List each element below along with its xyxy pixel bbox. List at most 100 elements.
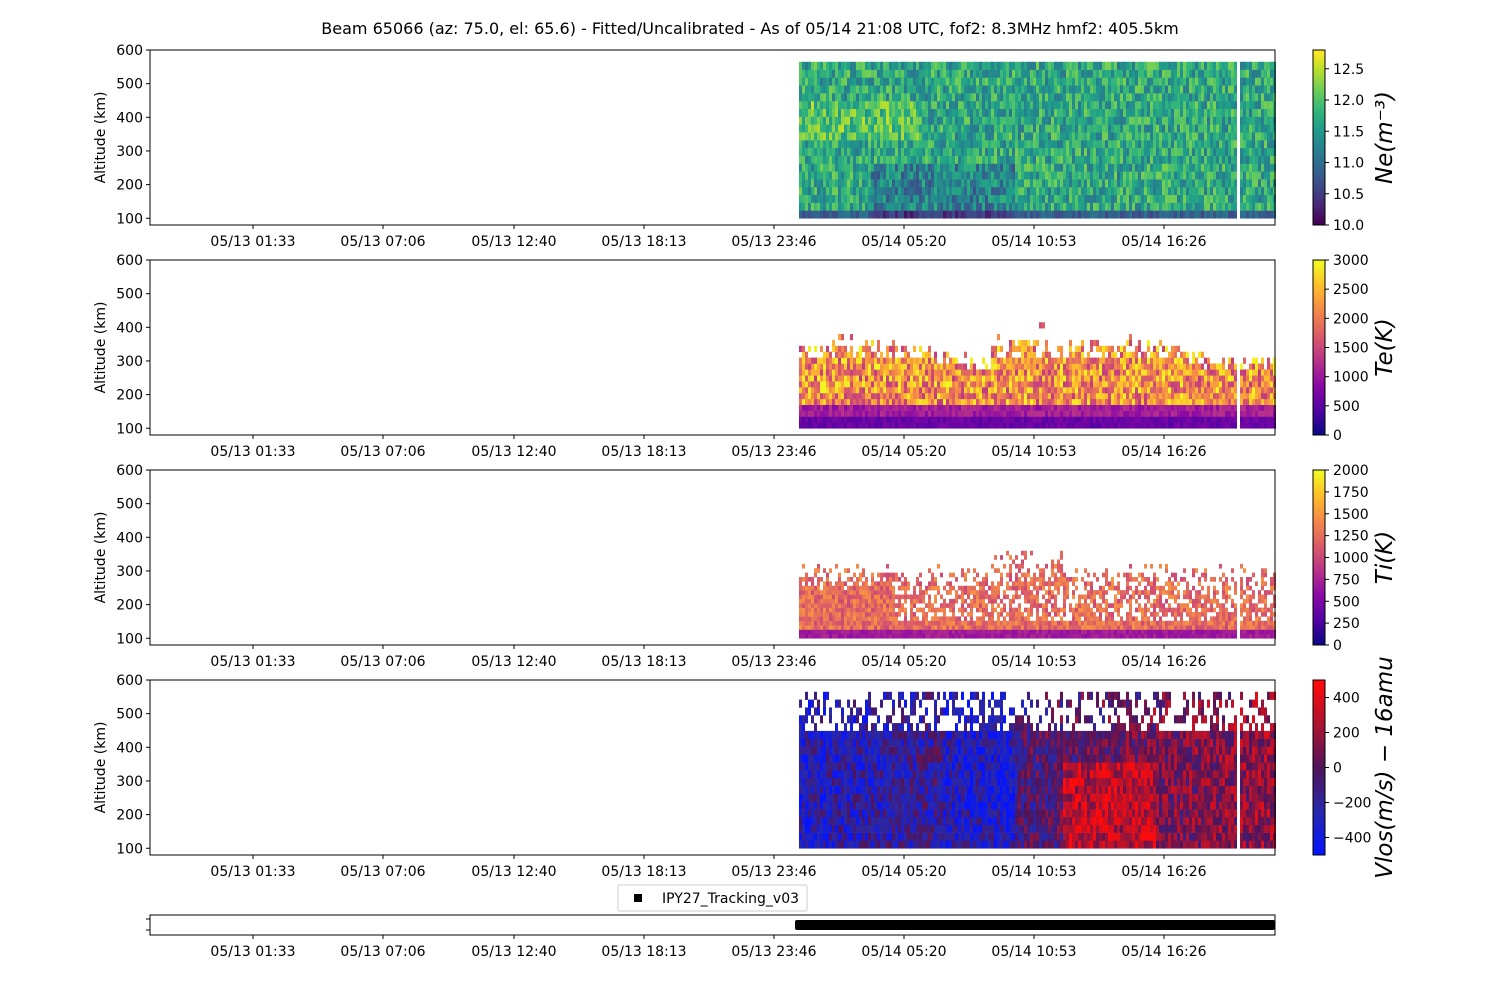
te-colorbar: 0 500 1000 1500 2000 2500 3000 Te(K): [1312, 253, 1398, 444]
ne-colorbar-tick-label: 12.5: [1333, 62, 1364, 78]
vlos-colorbar: −400 −200 0 200 400 Vlos(m/s) − 16amu: [1312, 656, 1398, 879]
ne-ytick-label: 400: [116, 110, 143, 126]
figure-title: Beam 65066 (az: 75.0, el: 65.6) - Fitted…: [321, 19, 1178, 38]
vlos-colorbar-tick-label: −200: [1333, 796, 1371, 812]
vlos-heatmap: [799, 691, 1276, 849]
ne-xtick-label: 05/13 23:46: [731, 234, 816, 250]
ne-ytick-label: 300: [116, 144, 143, 160]
ti-colorbar-tick-label: 1250: [1333, 529, 1369, 545]
ne-colorbar-tick-label: 10.0: [1333, 218, 1364, 234]
ne-ytick-label: 100: [116, 211, 143, 227]
te-colorbar-tick-label: 1500: [1333, 341, 1369, 357]
ti-colorbar-tick-label: 1000: [1333, 551, 1369, 567]
te-xtick-label: 05/13 01:33: [210, 444, 295, 460]
ne-xtick-label: 05/14 05:20: [861, 234, 946, 250]
ti-xtick-label: 05/13 07:06: [340, 654, 425, 670]
ti-colorbar-tick-label: 1500: [1333, 507, 1369, 523]
te-xtick-label: 05/13 23:46: [731, 444, 816, 460]
vlos-ytick-label: 600: [116, 673, 143, 689]
ne-ytick-label: 500: [116, 77, 143, 93]
vlos-colorbar-tick-label: 400: [1333, 691, 1360, 707]
ne-xtick-label: 05/13 18:13: [601, 234, 686, 250]
ti-xtick-label: 05/14 05:20: [861, 654, 946, 670]
mode-legend-swatch: [634, 894, 642, 902]
te-xtick-label: 05/13 18:13: [601, 444, 686, 460]
ne-colorbar-tick-label: 10.5: [1333, 187, 1364, 203]
te-ytick-label: 200: [116, 388, 143, 404]
vlos-ytick-label: 100: [116, 841, 143, 857]
ne-colorbar-tick-label: 12.0: [1333, 93, 1364, 109]
ne-heatmap: [799, 61, 1276, 219]
ne-ylabel: Altitude (km): [93, 92, 109, 184]
mode-xtick-label: 05/13 23:46: [731, 944, 816, 960]
vlos-ytick-label: 500: [116, 707, 143, 723]
ti-xtick-label: 05/13 18:13: [601, 654, 686, 670]
ti-colorbar-tick-label: 0: [1333, 638, 1342, 654]
mode-xtick-label: 05/13 01:33: [210, 944, 295, 960]
ti-xtick-label: 05/13 23:46: [731, 654, 816, 670]
ne-xtick-label: 05/13 07:06: [340, 234, 425, 250]
te-xtick-label: 05/14 16:26: [1121, 444, 1206, 460]
ti-colorbar-tick-label: 2000: [1333, 463, 1369, 479]
ti-xtick-label: 05/14 10:53: [991, 654, 1076, 670]
ne-ytick-label: 200: [116, 178, 143, 194]
mode-xtick-label: 05/14 16:26: [1121, 944, 1206, 960]
vlos-xtick-label: 05/13 23:46: [731, 864, 816, 880]
ti-ytick-label: 200: [116, 598, 143, 614]
ti-colorbar-label: Ti(K): [1372, 531, 1398, 584]
ti-xtick-label: 05/13 12:40: [471, 654, 556, 670]
ti-colorbar-tick-label: 250: [1333, 616, 1360, 632]
te-xtick-label: 05/14 05:20: [861, 444, 946, 460]
mode-legend-label: IPY27_Tracking_v03: [662, 891, 799, 907]
ti-xtick-label: 05/14 16:26: [1121, 654, 1206, 670]
te-ytick-label: 600: [116, 253, 143, 269]
mode-legend-box: [617, 884, 808, 912]
vlos-ylabel: Altitude (km): [93, 722, 109, 814]
panel-vlos: 100 200 300 400 500 600 Altitude (km) 05/13 01:…: [93, 656, 1398, 880]
te-colorbar-tick-label: 500: [1333, 399, 1360, 415]
te-heatmap: [799, 322, 1276, 429]
ti-colorbar-tick-label: 1750: [1333, 485, 1369, 501]
ti-colorbar-tick-label: 500: [1333, 594, 1360, 610]
panel-te: 100 200 300 400 500 600 Altitude (km) 05/13 01:…: [93, 253, 1398, 460]
ti-colorbar-tick-label: 750: [1333, 572, 1360, 588]
te-colorbar-tick-label: 2000: [1333, 311, 1369, 327]
vlos-xtick-label: 05/13 07:06: [340, 864, 425, 880]
vlos-xtick-label: 05/14 16:26: [1121, 864, 1206, 880]
te-colorbar-tick-label: 1000: [1333, 370, 1369, 386]
ne-xtick-label: 05/14 16:26: [1121, 234, 1206, 250]
panel-ti: 100 200 300 400 500 600 Altitude (km) 05/13 01:…: [93, 463, 1398, 670]
vlos-ytick-label: 300: [116, 774, 143, 790]
te-xtick-label: 05/13 12:40: [471, 444, 556, 460]
vlos-ytick-label: 200: [116, 808, 143, 824]
mode-xtick-label: 05/14 10:53: [991, 944, 1076, 960]
ti-xtick-label: 05/13 01:33: [210, 654, 295, 670]
vlos-colorbar-tick-label: −400: [1333, 831, 1371, 847]
mode-panel: 05/13 01:33 05/13 07:06 05/13 12:40 05/13 1…: [146, 914, 1276, 960]
mode-bar: [795, 920, 1275, 930]
vlos-xtick-label: 05/13 01:33: [210, 864, 295, 880]
ne-xtick-label: 05/13 01:33: [210, 234, 295, 250]
mode-xtick-label: 05/14 05:20: [861, 944, 946, 960]
ne-colorbar: 10.0 10.5 11.0 11.5 12.0 12.5 Ne(m⁻³): [1312, 49, 1398, 234]
mode-xtick-label: 05/13 12:40: [471, 944, 556, 960]
te-ytick-label: 300: [116, 354, 143, 370]
te-axes-frame: [149, 259, 1276, 436]
ti-axes-frame: [149, 469, 1276, 646]
te-colorbar-label: Te(K): [1372, 318, 1398, 376]
panel-ne: 100 200 300 400 500 600 Altitude (km) 05/13 01:…: [93, 43, 1398, 250]
vlos-colorbar-tick-label: 0: [1333, 761, 1342, 777]
ne-axes-frame: [149, 49, 1276, 226]
te-colorbar-tick-label: 3000: [1333, 253, 1369, 269]
mode-xtick-label: 05/13 07:06: [340, 944, 425, 960]
te-colorbar-tick-label: 0: [1333, 428, 1342, 444]
vlos-xtick-label: 05/14 05:20: [861, 864, 946, 880]
ne-xtick-label: 05/14 10:53: [991, 234, 1076, 250]
vlos-colorbar-tick-label: 200: [1333, 726, 1360, 742]
ne-colorbar-label: Ne(m⁻³): [1372, 91, 1398, 184]
ti-ytick-label: 300: [116, 564, 143, 580]
te-ytick-label: 400: [116, 320, 143, 336]
te-ylabel: Altitude (km): [93, 302, 109, 394]
vlos-xtick-label: 05/14 10:53: [991, 864, 1076, 880]
mode-xtick-label: 05/13 18:13: [601, 944, 686, 960]
